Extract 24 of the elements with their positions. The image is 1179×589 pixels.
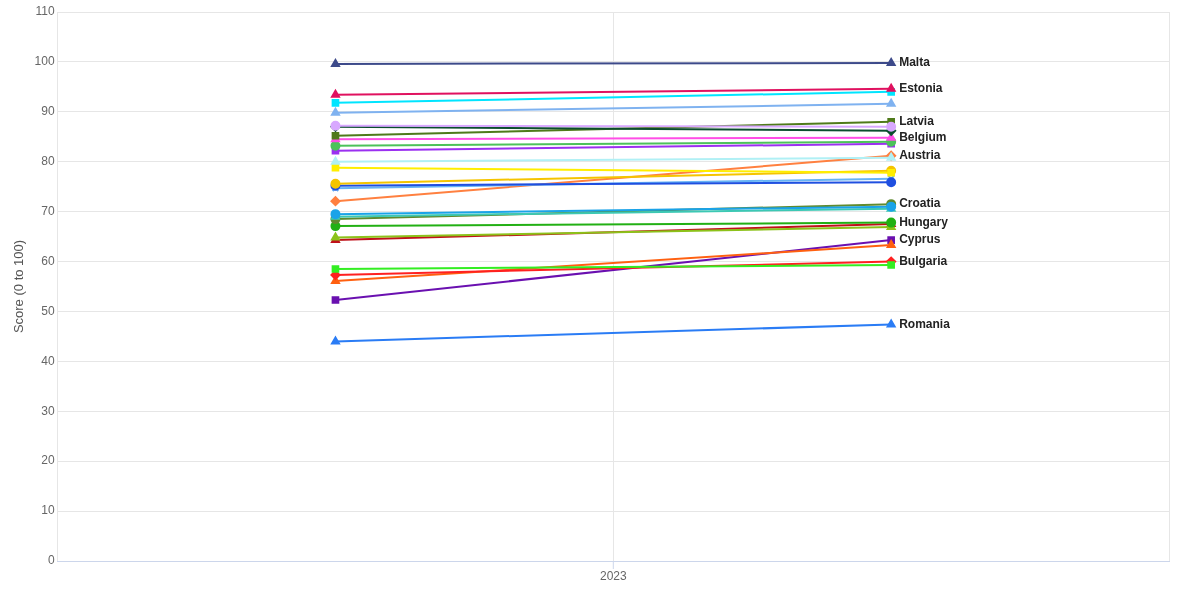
series-label: Croatia — [899, 196, 941, 211]
y-tick-label: 100 — [34, 54, 55, 69]
series-label: Belgium — [899, 130, 947, 145]
series-label: Cyprus — [899, 232, 941, 247]
y-axis-title: Score (0 to 100) — [11, 239, 27, 334]
series-label: Romania — [899, 316, 951, 331]
y-tick-label: 0 — [47, 553, 55, 568]
y-tick-label: 30 — [41, 403, 55, 418]
text: 2023 — [599, 569, 627, 584]
series-label: Hungary — [899, 214, 949, 229]
y-tick-label: 60 — [41, 253, 55, 268]
y-tick-label: 20 — [41, 453, 55, 468]
series-label: Estonia — [899, 81, 943, 96]
y-tick-label: 90 — [41, 104, 55, 119]
series-label: Latvia — [899, 114, 935, 129]
y-tick-label: 10 — [41, 503, 55, 518]
series-label: Austria — [899, 148, 941, 163]
y-tick-label: 110 — [35, 4, 55, 19]
y-tick-label: 80 — [41, 154, 55, 169]
y-tick-label: 50 — [41, 303, 55, 318]
y-tick-label: 40 — [41, 353, 55, 368]
series-label: Malta — [899, 55, 931, 70]
y-tick-label: 70 — [41, 203, 55, 218]
series-label: Bulgaria — [899, 253, 948, 268]
